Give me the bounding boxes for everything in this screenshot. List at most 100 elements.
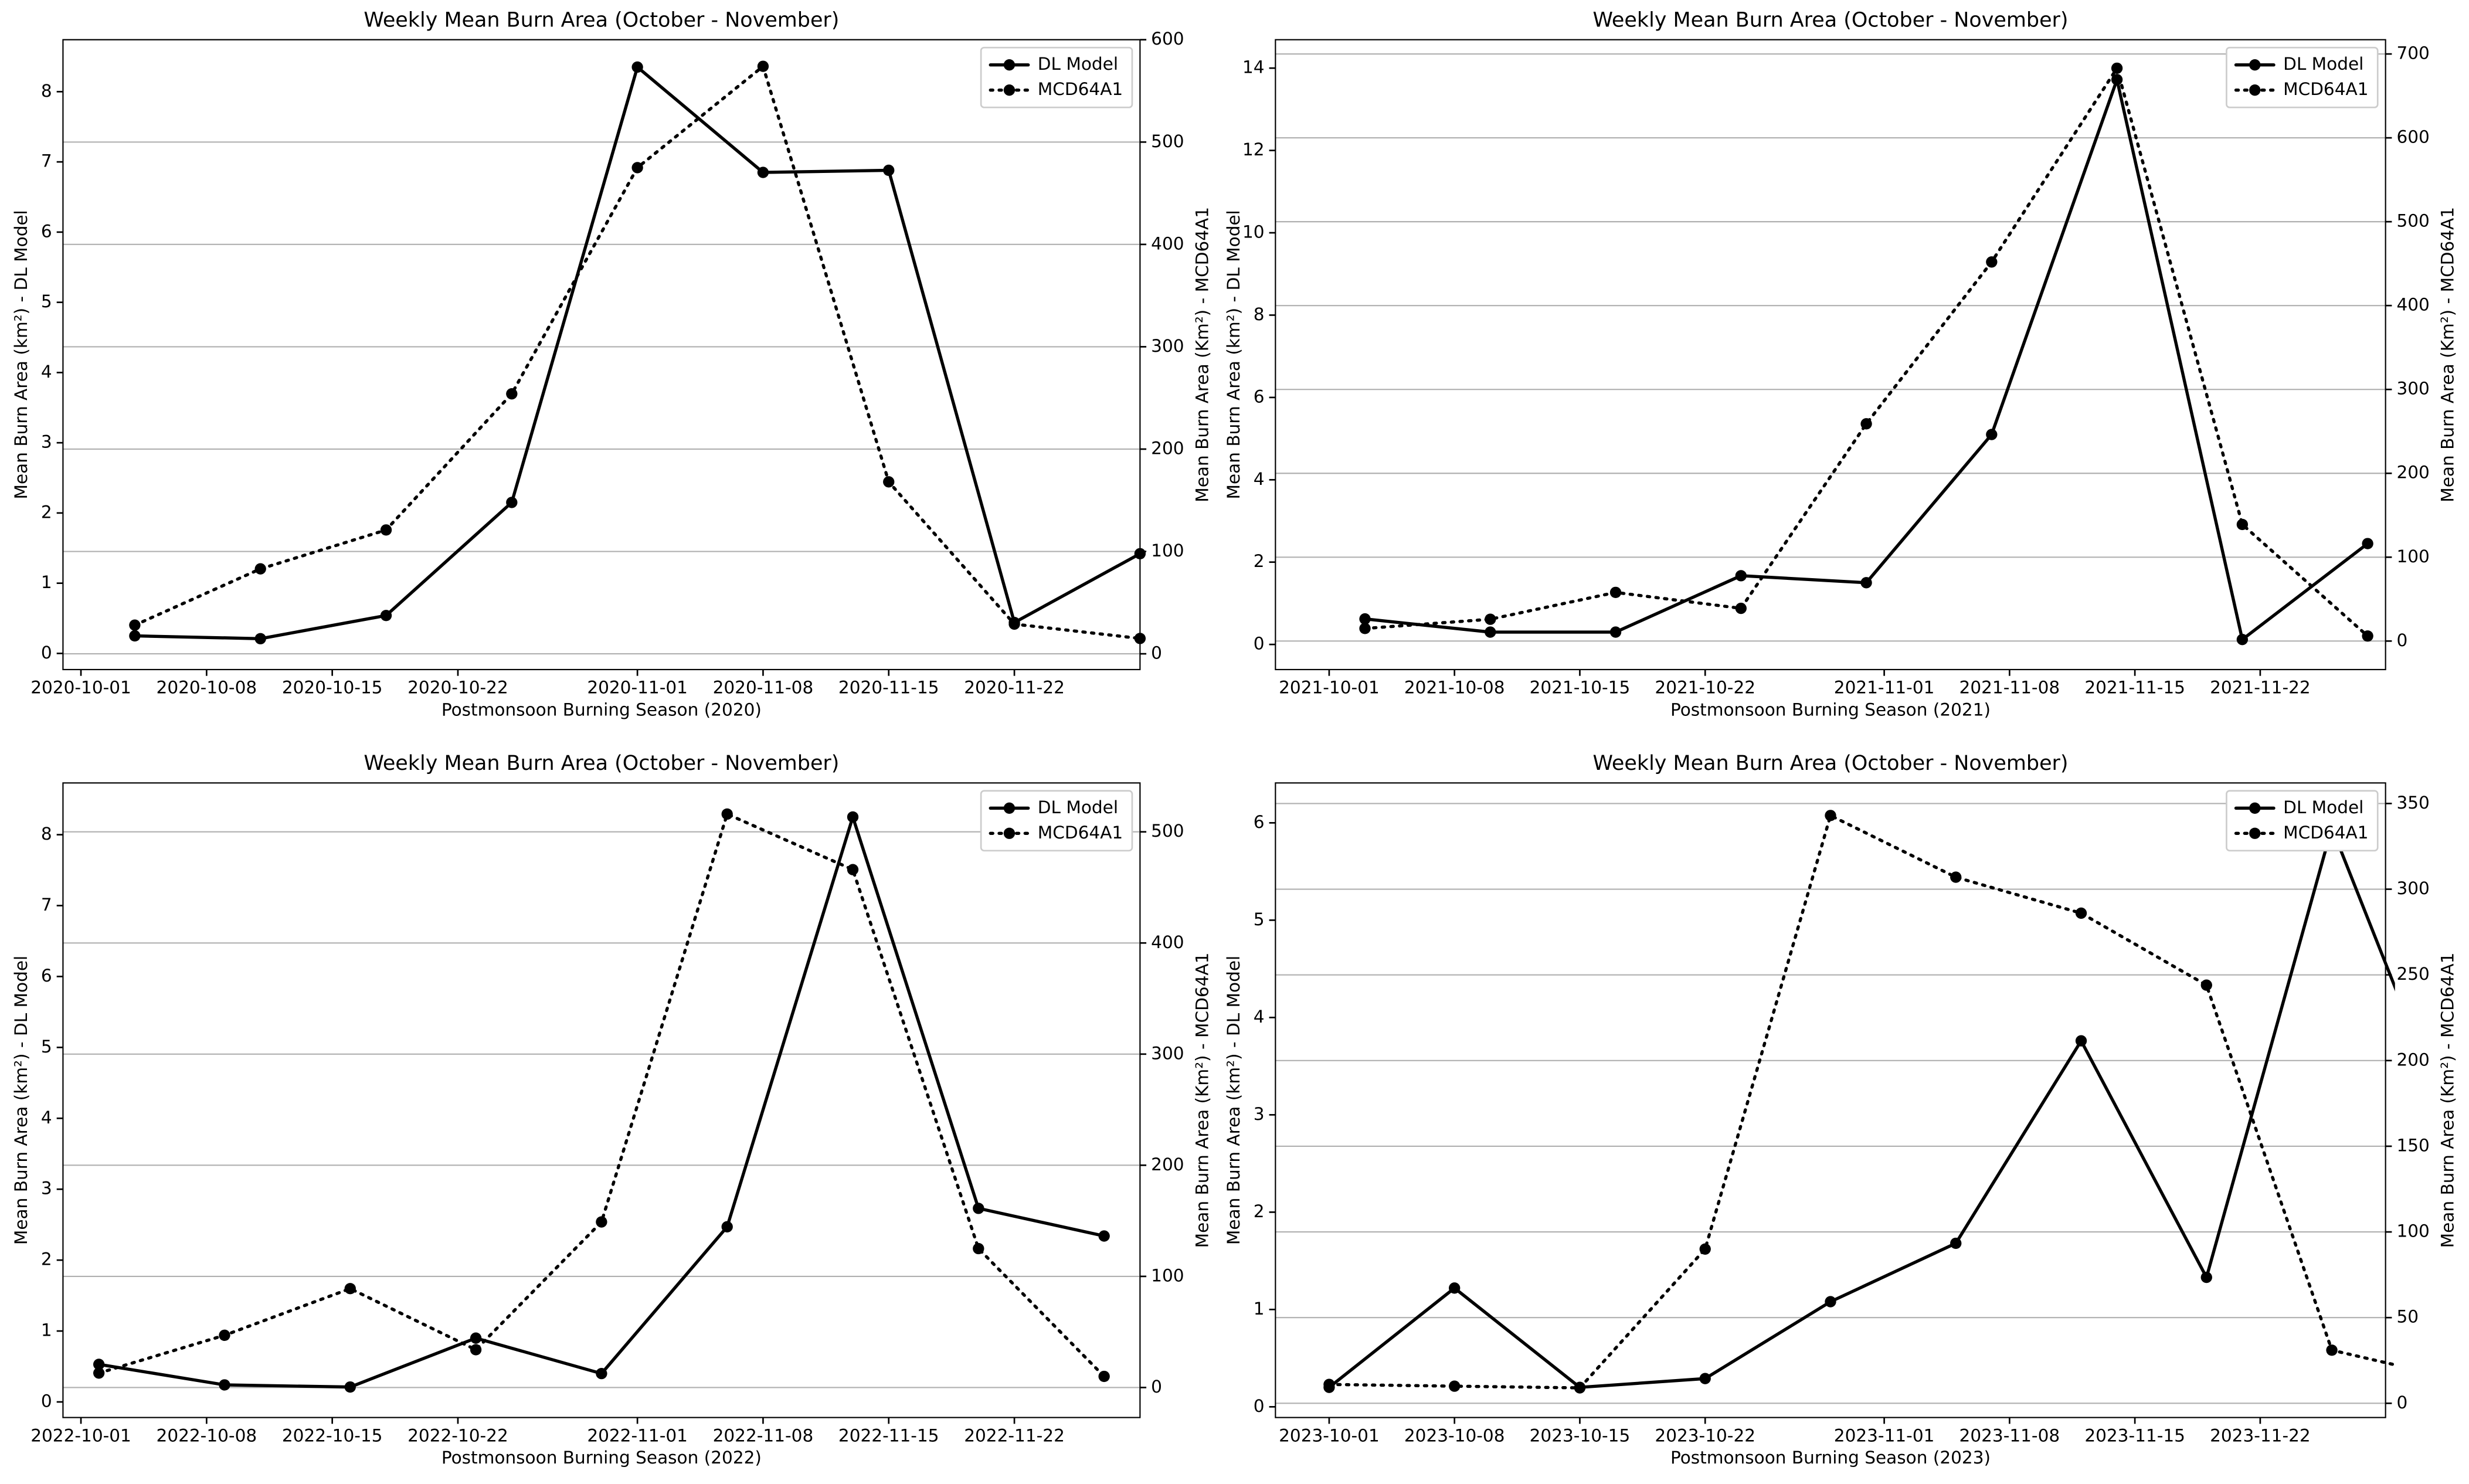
data-point [1609, 586, 1622, 599]
y2-axis-label: Mean Burn Area (Km²) - MCD64A1 [2438, 207, 2458, 502]
x-tick-label: 2021-10-15 [1530, 678, 1631, 698]
y2-tick-label: 200 [1151, 1154, 1184, 1174]
y2-tick-label: 500 [1151, 821, 1184, 841]
x-tick-label: 2022-11-15 [838, 1425, 939, 1445]
legend-label: MCD64A1 [1038, 79, 1123, 99]
y-tick-label: 4 [1254, 1007, 1265, 1027]
data-point [973, 1203, 984, 1214]
data-point [847, 811, 859, 823]
data-point [1735, 570, 1747, 582]
y2-tick-label: 500 [1151, 131, 1184, 151]
y2-tick-label: 300 [1151, 1043, 1184, 1063]
y-tick-label: 4 [41, 1108, 52, 1128]
chart: 0 1 2 3 4 5 6 0 50 100 150 200 250 300 350 2023-10-01 20… [1224, 752, 2463, 1468]
y-axis-label: Mean Burn Area (km²) - DL Model [11, 210, 31, 499]
x-tick-label: 2020-10-22 [407, 678, 508, 698]
legend: DL Model MCD64A1 [2226, 46, 2379, 108]
x-tick-label: 2022-10-15 [282, 1425, 383, 1445]
y2-tick-label: 0 [1151, 1377, 1162, 1397]
y-tick-label: 8 [41, 824, 52, 844]
data-point [2236, 518, 2249, 531]
x-tick-label: 2020-10-08 [157, 678, 257, 698]
data-point [129, 619, 141, 631]
data-point [1699, 1243, 1711, 1255]
legend: DL Model MCD64A1 [980, 790, 1133, 852]
y2-tick-label: 300 [2396, 878, 2429, 898]
y-tick-label: 4 [1254, 469, 1265, 489]
data-point [883, 164, 895, 176]
legend: DL Model MCD64A1 [980, 46, 1133, 108]
y2-tick-label: 400 [1151, 932, 1184, 952]
x-tick-label: 2023-11-08 [1959, 1425, 2060, 1445]
y2-tick-label: 100 [1151, 1265, 1184, 1285]
y2-tick-label: 300 [1151, 336, 1184, 356]
y2-tick-label: 700 [2396, 43, 2429, 63]
chart: 0 2 4 6 8 10 12 14 0 100 200 300 400 500 600 700 2021-10… [1224, 9, 2458, 720]
data-point [506, 497, 518, 508]
data-point [1699, 1373, 1711, 1384]
y2-tick-label: 250 [2396, 964, 2429, 984]
legend-marker [1003, 802, 1016, 814]
data-point [1735, 602, 1747, 614]
legend-label: MCD64A1 [1038, 823, 1123, 843]
x-axis-label: Postmonsoon Burning Season (2021) [1670, 699, 1991, 719]
data-point [93, 1367, 105, 1379]
data-point [883, 476, 895, 488]
x-tick-label: 2022-11-22 [964, 1425, 1065, 1445]
data-point [1609, 626, 1622, 638]
data-point [2075, 1035, 2087, 1047]
y-tick-label: 8 [41, 81, 52, 101]
y2-tick-label: 100 [2396, 1221, 2429, 1241]
chart: 0 1 2 3 4 5 6 7 8 0 100 200 300 400 500 600 2020-10-01 20… [11, 9, 1212, 720]
plot-frame [1275, 39, 2386, 671]
x-tick-label: 2023-10-22 [1655, 1425, 1755, 1445]
plot-frame [1275, 782, 2386, 1418]
data-point [1485, 626, 1496, 638]
data-point [129, 630, 141, 642]
y2-tick-label: 300 [2396, 379, 2429, 399]
data-point [631, 162, 643, 174]
data-point [1986, 429, 1998, 440]
plot-area [129, 60, 1146, 644]
chart-title: Weekly Mean Burn Area (October - Novembe… [1592, 752, 2068, 775]
x-tick-label: 2021-11-08 [1959, 678, 2060, 698]
y2-axis-label: Mean Burn Area (Km²) - MCD64A1 [2438, 953, 2458, 1248]
data-point [757, 167, 769, 178]
legend-box [2226, 46, 2379, 108]
data-point [1359, 623, 1371, 634]
y2-tick-label: 200 [2396, 1050, 2429, 1069]
legend-marker [2249, 84, 2261, 96]
data-point [2236, 634, 2249, 646]
y2-tick-label: 350 [2396, 793, 2429, 813]
legend-marker [2249, 59, 2261, 71]
x-axis-label: Postmonsoon Burning Season (2023) [1670, 1448, 1991, 1468]
x-tick-label: 2022-11-08 [713, 1425, 814, 1445]
y2-axis-label: Mean Burn Area (Km²) - MCD64A1 [1192, 953, 1212, 1248]
legend-label: DL Model [1038, 797, 1118, 817]
y-tick-label: 6 [1254, 812, 1265, 832]
series-line [97, 811, 1106, 1389]
plot-area [1323, 810, 2463, 1394]
x-tick-label: 2020-10-15 [282, 678, 383, 698]
data-point [1449, 1282, 1461, 1294]
data-point [1950, 871, 1962, 883]
x-tick-label: 2022-11-01 [587, 1425, 688, 1445]
x-tick-label: 2023-11-01 [1834, 1425, 1935, 1445]
data-point [1825, 810, 1836, 821]
data-point [1860, 418, 1872, 430]
data-point [2200, 1271, 2212, 1283]
x-tick-label: 2020-11-22 [964, 678, 1065, 698]
legend-marker [1003, 84, 1016, 96]
data-point [2362, 538, 2373, 549]
series-line [1363, 64, 2369, 638]
y-tick-label: 2 [1254, 551, 1265, 571]
data-point [2326, 1344, 2338, 1356]
legend-marker [2249, 827, 2261, 839]
data-point [2451, 1374, 2463, 1385]
x-tick-label: 2020-11-01 [587, 678, 688, 698]
x-tick-label: 2021-11-15 [2084, 678, 2185, 698]
y-tick-label: 3 [41, 1179, 52, 1198]
x-tick-label: 2020-10-01 [30, 678, 131, 698]
x-tick-label: 2022-10-22 [407, 1425, 508, 1445]
y-tick-label: 1 [41, 1320, 52, 1340]
